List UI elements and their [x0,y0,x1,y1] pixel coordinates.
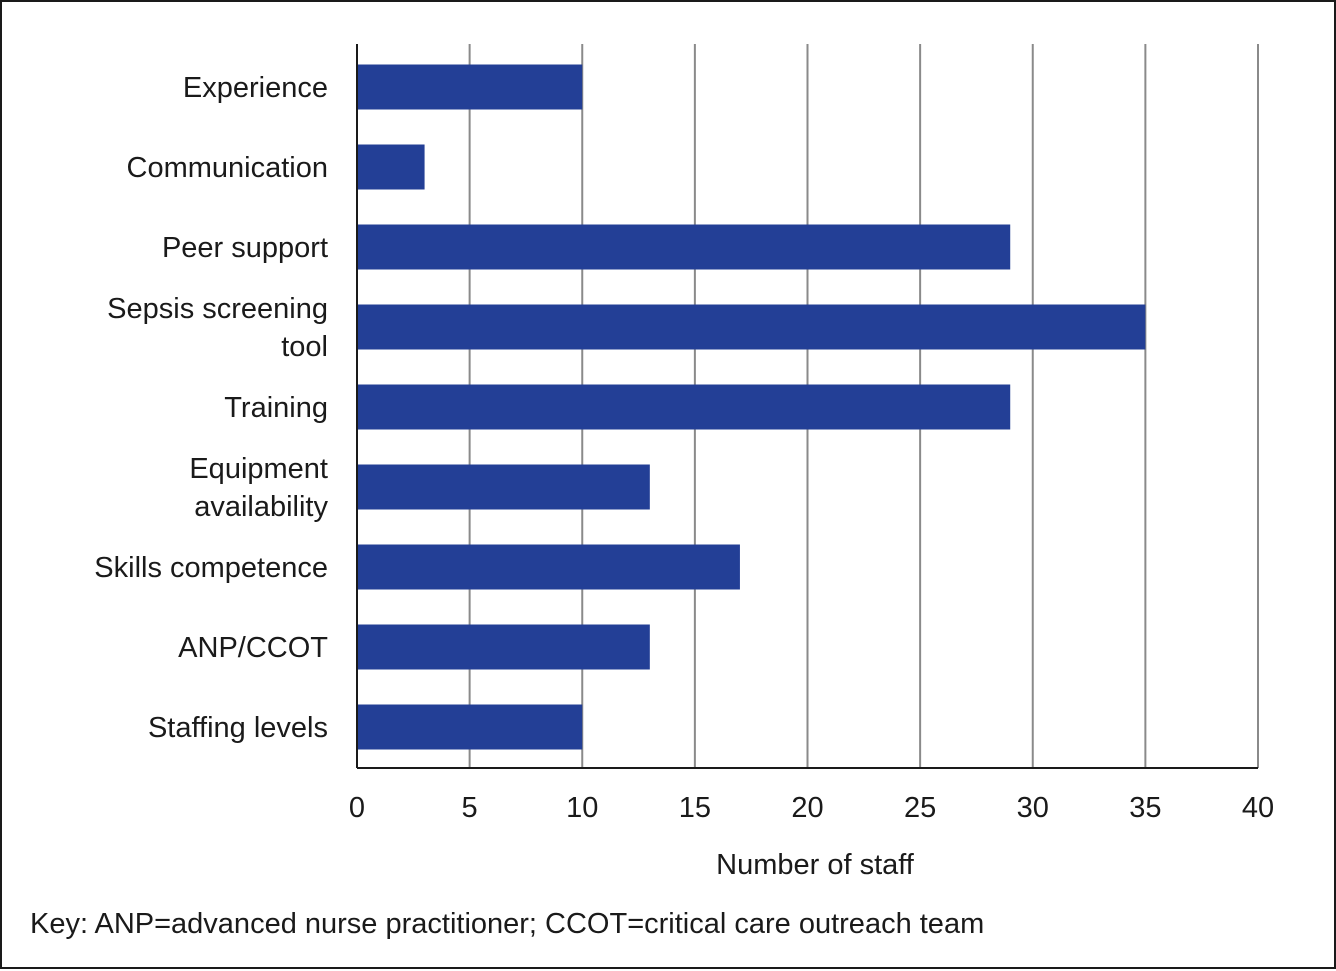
bar [357,144,425,190]
bar [357,464,650,510]
bar [357,544,740,590]
category-label: Peer support [162,232,328,264]
category-label: Sepsis screening tool [107,293,328,363]
x-tick-label: 40 [1242,792,1274,824]
category-label: ANP/CCOT [178,632,328,664]
category-label: Communication [127,152,328,184]
category-label-line: Training [224,392,328,424]
category-label: Staffing levels [148,712,328,744]
category-label-line: tool [281,331,328,363]
bar [357,384,1011,430]
x-tick-labels: 0 5 10 15 20 25 30 35 40 [349,792,1274,824]
category-label-line: Staffing levels [148,712,328,744]
category-label-line: Equipment [189,453,328,485]
x-tick-label: 20 [791,792,823,824]
bar [357,304,1146,350]
x-tick-label: 30 [1017,792,1049,824]
category-label-line: Communication [127,152,328,184]
x-tick-label: 35 [1129,792,1161,824]
category-label-line: Peer support [162,232,328,264]
bar [357,64,583,110]
category-label-line: Sepsis screening [107,293,328,325]
category-label: Training [224,392,328,424]
category-label-line: Skills competence [94,552,328,584]
category-label-line: ANP/CCOT [178,632,328,664]
category-label-line: Experience [183,72,328,104]
x-tick-label: 25 [904,792,936,824]
category-label: Experience [183,72,328,104]
category-labels: Experience Communication Peer support Sepsi… [94,72,328,744]
x-tick-label: 10 [566,792,598,824]
category-label: Equipment availability [189,453,328,523]
axes [356,44,1258,769]
x-tick-label: 15 [679,792,711,824]
category-label: Skills competence [94,552,328,584]
bar [357,704,583,750]
key-note: Key: ANP=advanced nurse practitioner; CC… [30,908,985,940]
bars [357,64,1146,750]
x-tick-label: 0 [349,792,365,824]
bar [357,224,1011,270]
bar [357,624,650,670]
x-tick-label: 5 [462,792,478,824]
category-label-line: availability [194,491,328,523]
x-axis-title: Number of staff [716,849,915,881]
